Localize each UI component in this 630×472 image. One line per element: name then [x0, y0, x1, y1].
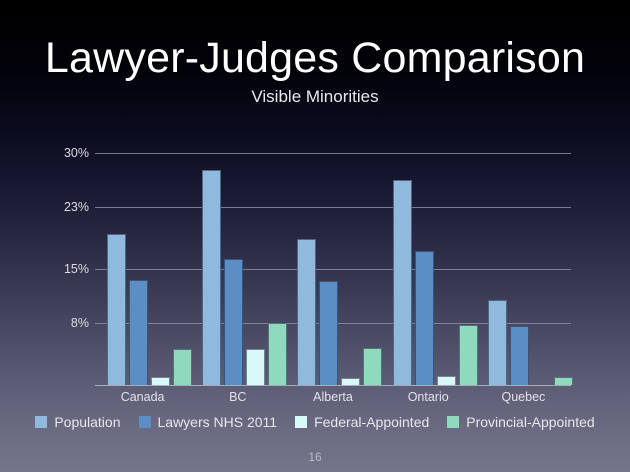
bar-group-bars — [95, 153, 202, 385]
bar-group-bars — [476, 153, 583, 385]
bar-group: Canada — [95, 153, 192, 404]
page-title: Lawyer-Judges Comparison — [44, 34, 586, 82]
bar[interactable] — [268, 323, 288, 385]
y-axis-tick-label: 8% — [70, 316, 89, 331]
legend-item-label: Population — [54, 414, 121, 430]
bar[interactable] — [319, 280, 339, 385]
bar[interactable] — [246, 349, 266, 385]
bar[interactable] — [341, 378, 361, 385]
gridline — [95, 207, 571, 209]
x-axis-category-label: Ontario — [407, 390, 449, 404]
bar[interactable] — [173, 349, 192, 385]
x-axis-category-label: Canada — [120, 390, 165, 404]
legend-swatch-icon — [35, 416, 48, 428]
y-axis-tick-label: 23% — [63, 200, 89, 215]
bar[interactable] — [414, 251, 434, 385]
bar[interactable] — [436, 375, 456, 385]
bar[interactable] — [129, 279, 148, 385]
x-axis-category-label: Alberta — [313, 390, 353, 404]
legend-swatch-icon — [447, 416, 460, 428]
bar-group: Alberta — [285, 153, 383, 404]
y-axis-tick-label: 30% — [63, 146, 89, 160]
bar[interactable] — [487, 299, 507, 385]
gridline — [95, 269, 571, 270]
bar[interactable] — [297, 238, 317, 385]
bar[interactable] — [107, 234, 126, 385]
x-axis-category-label: Quebec — [501, 390, 546, 404]
legend-item-label: Federal-Appointed — [314, 414, 430, 430]
bar-group-bars — [285, 153, 392, 385]
bar[interactable] — [509, 326, 529, 385]
gridline — [95, 153, 571, 154]
plot-area: Canada BC Alberta Ontario Quebec — [95, 120, 573, 404]
bar[interactable] — [553, 377, 573, 385]
x-axis-line — [95, 385, 571, 386]
bar[interactable] — [202, 170, 222, 385]
page-number: 16 — [308, 450, 322, 464]
bar-group: BC — [190, 153, 288, 404]
bar[interactable] — [458, 324, 478, 385]
chart-legend: Population Lawyers NHS 2011 Federal-Appoin… — [0, 414, 630, 430]
y-axis-tick-label: 15% — [63, 262, 89, 276]
bar-group-bars — [381, 153, 488, 385]
legend-swatch-icon — [138, 416, 151, 428]
bar[interactable] — [224, 258, 244, 385]
legend-item[interactable]: Provincial-Appointed — [447, 414, 595, 430]
legend-swatch-icon — [295, 416, 308, 428]
legend-item-label: Provincial-Appointed — [466, 414, 595, 430]
bar-group-bars — [190, 153, 297, 385]
legend-item[interactable]: Lawyers NHS 2011 — [138, 414, 278, 430]
bar[interactable] — [392, 180, 412, 385]
legend-item-label: Lawyers NHS 2011 — [157, 414, 278, 430]
legend-item[interactable]: Federal-Appointed — [295, 414, 429, 430]
page-subtitle: Visible Minorities — [251, 87, 379, 106]
bar-group: Ontario — [381, 153, 478, 404]
x-axis-category-label: BC — [229, 390, 247, 404]
bar-group: Quebec — [476, 153, 573, 404]
bar[interactable] — [151, 377, 170, 385]
legend-item[interactable]: Population — [35, 414, 121, 430]
bar[interactable] — [363, 347, 383, 385]
